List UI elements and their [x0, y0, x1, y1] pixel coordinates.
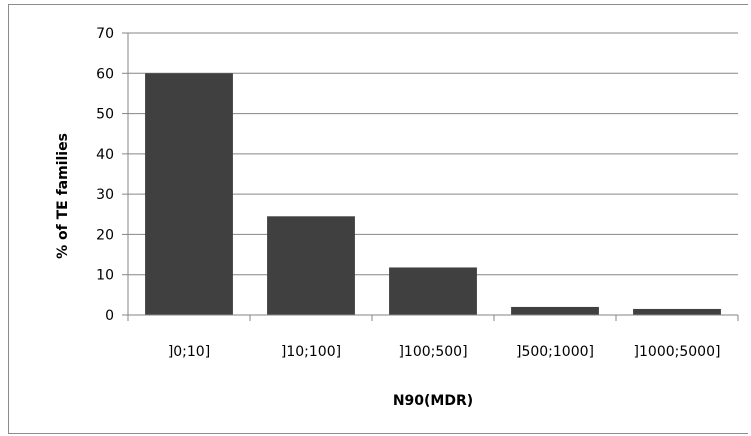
y-tick-label: 20 — [96, 227, 114, 243]
bar — [633, 308, 721, 315]
x-tick-label: ]500;1000] — [516, 344, 594, 360]
y-tick-label: 40 — [96, 147, 114, 163]
bar — [389, 267, 477, 315]
x-tick-label: ]0;10] — [168, 344, 210, 360]
y-tick-label: 70 — [96, 26, 114, 42]
y-tick-label: 0 — [105, 308, 114, 324]
y-tick-label: 30 — [96, 187, 114, 203]
chart-frame — [8, 4, 748, 434]
bar — [145, 73, 233, 316]
y-tick-label: 50 — [96, 107, 114, 123]
x-tick-label: ]10;100] — [281, 344, 341, 360]
y-tick-label: 60 — [96, 66, 114, 82]
x-tick-label: ]1000;5000] — [634, 344, 721, 360]
y-axis-title: % of TE families — [55, 133, 71, 259]
bars — [145, 73, 721, 316]
y-tick-labels: 0 10 20 30 40 50 60 70 — [96, 26, 114, 324]
x-tick-labels: ]0;10] ]10;100] ]100;500] ]500;1000] ]1000;5… — [168, 344, 721, 360]
x-tick-label: ]100;500] — [398, 344, 467, 360]
x-axis-title: N90(MDR) — [393, 393, 473, 409]
y-tick-label: 10 — [96, 268, 114, 284]
bar — [511, 306, 599, 315]
axes — [122, 32, 739, 321]
bar — [267, 216, 355, 315]
